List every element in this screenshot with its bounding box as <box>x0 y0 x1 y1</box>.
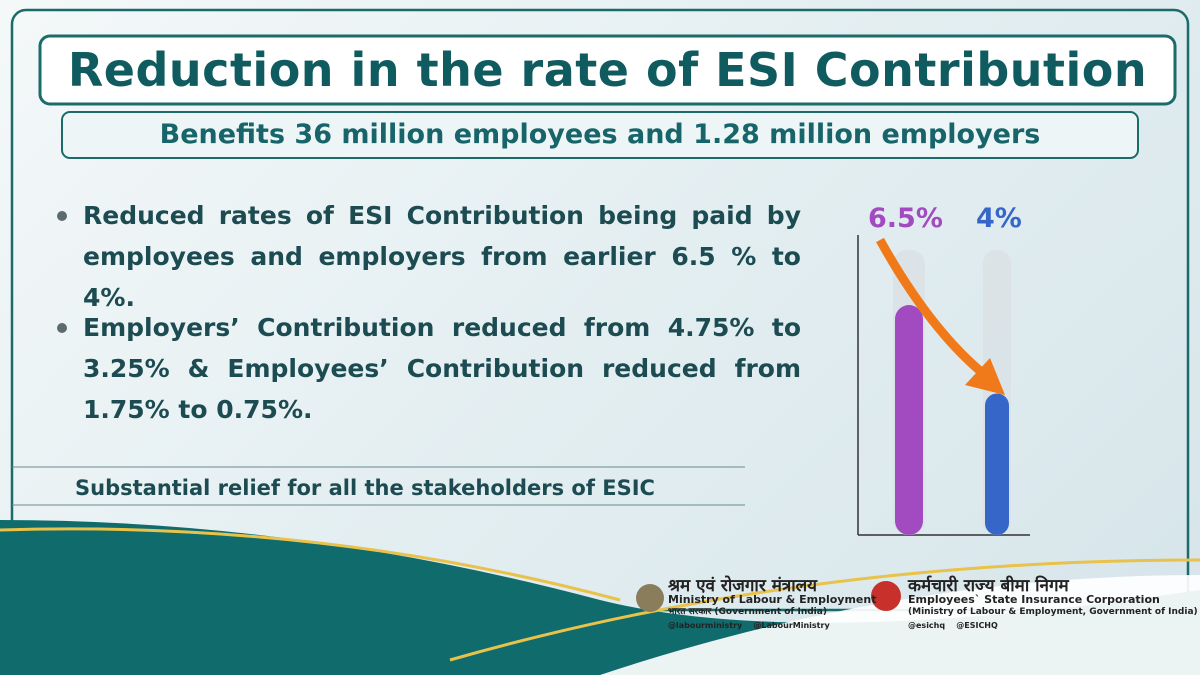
subtitle-box <box>61 111 1139 159</box>
bar <box>985 393 1009 535</box>
ministry-govt: भारत सरकार (Government of India) <box>668 607 827 617</box>
subtitle: Benefits 36 million employees and 1.28 m… <box>159 119 1041 150</box>
arrow-head <box>965 358 1005 395</box>
bullet: Reduced rates of ESI Contribution being … <box>83 201 801 312</box>
gold-line <box>0 527 621 602</box>
twitter: @esichq <box>908 621 946 630</box>
bullet-dots <box>57 211 67 333</box>
footer-note: Substantial relief for all the stakehold… <box>75 476 655 500</box>
value-label: 4% <box>976 203 1022 234</box>
ministry-hindi: श्रम एवं रोजगार मंत्रालय <box>668 576 818 596</box>
arrow <box>876 237 988 379</box>
esic-hindi: कर्मचारी राज्य बीमा निगम <box>908 576 1069 596</box>
logo-panel <box>600 575 1200 675</box>
bullet-dot <box>57 211 67 221</box>
bullet: Employers’ Contribution reduced from 4.7… <box>83 313 801 424</box>
facebook: @LabourMinistry <box>753 621 830 630</box>
bar <box>895 305 923 535</box>
title-box <box>38 34 1177 106</box>
twitter: @labourministry <box>668 621 743 630</box>
esic-sub: (Ministry of Labour & Employment, Govern… <box>908 607 1198 617</box>
value-label: 6.5% <box>868 203 943 234</box>
esic-text: कर्मचारी राज्य बीमा निगम Employees` Stat… <box>908 576 1198 632</box>
bullet-dot <box>57 323 67 333</box>
ministry-logo: श्रम एवं रोजगार मंत्रालय Ministry of Lab… <box>668 576 877 632</box>
gold-line <box>449 558 1200 662</box>
esic-logo <box>871 581 901 611</box>
facebook: @ESICHQ <box>956 621 998 630</box>
title: Reduction in the rate of ESI Contributio… <box>67 43 1148 97</box>
emblem <box>636 584 664 612</box>
ministry-english: Ministry of Labour & Employment <box>668 593 877 606</box>
esic-english: Employees` State Insurance Corporation <box>908 593 1160 606</box>
